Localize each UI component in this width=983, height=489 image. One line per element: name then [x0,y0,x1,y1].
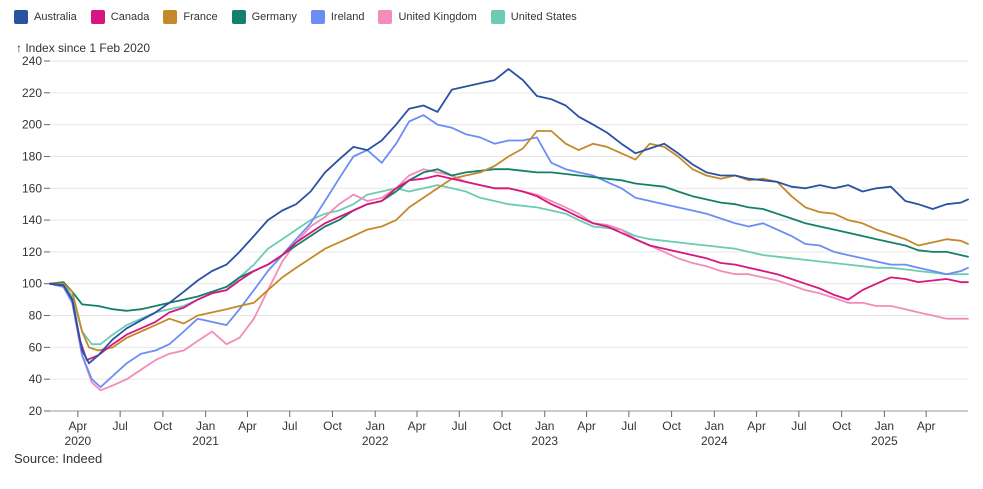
y-tick-label: 40 [29,372,43,386]
series-line-france [49,130,969,352]
x-tick-year-label: 2020 [65,434,92,448]
series-line-germany [49,168,969,312]
x-tick-year-label: 2025 [871,434,898,448]
legend-item: United Kingdom [378,10,477,24]
x-tick-label: Jan [366,419,385,433]
y-axis-caption: ↑ Index since 1 Feb 2020 [16,41,150,55]
series-line-australia [49,68,969,365]
y-tick-label: 200 [22,118,42,132]
x-tick-label: Apr [69,419,88,433]
y-tick-label: 140 [22,213,42,227]
x-tick-label: Oct [662,419,681,433]
x-tick-label: Apr [747,419,766,433]
legend-label: Canada [110,11,150,23]
legend: Australia Canada France Germany Ireland Unite… [14,10,591,24]
y-tick-label: 100 [22,277,42,291]
legend-swatch [310,10,325,24]
y-tick-label: 220 [22,86,42,100]
legend-swatch [378,10,393,24]
x-tick-label: Oct [493,419,512,433]
x-tick-label: Apr [577,419,596,433]
series-lines [49,68,969,392]
x-tick-label: Jul [791,419,806,433]
x-tick-label: Jan [875,419,894,433]
legend-label: France [183,11,218,23]
x-tick-label: Jan [705,419,724,433]
x-tick-year-label: 2021 [192,434,219,448]
source-note: Source: Indeed [14,451,103,466]
y-tick-label: 80 [29,309,43,323]
series-line-canada [49,174,969,361]
x-tick-label: Jul [621,419,636,433]
y-axis-label: Index since 1 Feb 2020 [25,41,151,55]
x-tick-label: Jul [112,419,127,433]
legend-label: Australia [34,11,77,23]
y-tick-label: 20 [29,404,43,418]
y-tick-label: 180 [22,149,42,163]
x-tick-label: Jul [282,419,297,433]
legend-item: Germany [231,10,297,24]
legend-label: Ireland [330,11,365,23]
legend-label: United States [510,11,577,23]
legend-label: United Kingdom [398,11,477,23]
y-axis: 20 40 60 80 100 120 140 160 180 200 220 240 [22,54,50,418]
legend-item: Ireland [310,10,365,24]
x-tick-label: Oct [323,419,342,433]
legend-swatch [231,10,246,24]
legend-swatch [14,10,28,24]
legend-swatch [90,10,105,24]
series-line-ireland [49,114,969,388]
legend-item: Canada [90,10,150,24]
x-tick-label: Apr [917,419,936,433]
series-line-united-states [49,184,969,346]
legend-swatch [490,10,505,24]
y-tick-label: 240 [22,54,42,68]
legend-item: United States [490,10,577,24]
x-tick-label: Oct [832,419,851,433]
x-tick-label: Jan [535,419,554,433]
up-arrow-icon: ↑ [16,41,22,55]
x-tick-year-label: 2023 [531,434,558,448]
x-tick-label: Apr [238,419,257,433]
x-tick-label: Apr [408,419,427,433]
legend-swatch [163,10,178,24]
x-tick-year-label: 2022 [362,434,389,448]
series-line-united-kingdom [49,168,969,392]
y-tick-label: 60 [29,340,43,354]
y-tick-label: 160 [22,181,42,195]
x-tick-year-label: 2024 [701,434,728,448]
x-tick-label: Jul [452,419,467,433]
grid [50,60,968,412]
legend-item: Australia [14,10,77,24]
x-tick-label: Jan [196,419,215,433]
legend-item: France [163,10,218,24]
y-tick-label: 120 [22,245,42,259]
x-tick-label: Oct [154,419,173,433]
legend-label: Germany [251,11,297,23]
